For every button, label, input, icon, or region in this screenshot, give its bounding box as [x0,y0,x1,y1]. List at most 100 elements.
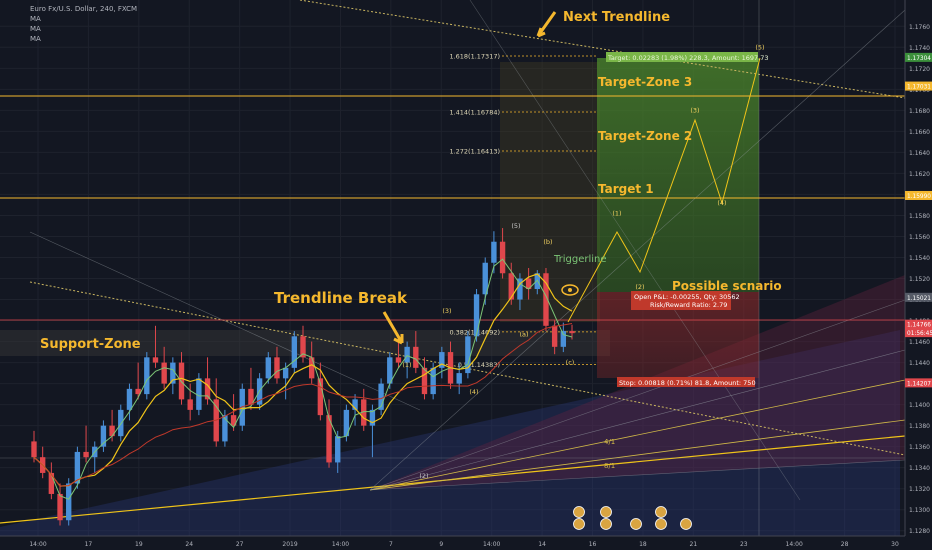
fib-level-label: 1.618(1.17317) [449,53,500,61]
economic-event-icon [600,506,612,518]
diagonal-line-3 [469,0,801,501]
candle-body [282,367,289,379]
x-tick-label: 14:00 [332,541,349,548]
candle-body [48,472,55,494]
candle-body [308,357,315,379]
candle-body [326,415,332,463]
x-tick-label: 9 [439,541,443,548]
wave-label: (5) [511,222,520,230]
candle-body [300,336,306,358]
candle-body [525,278,532,290]
candle-body [100,425,107,447]
event-icons [573,506,692,530]
x-tick-label: 7 [389,541,393,548]
candle-body [439,352,445,368]
economic-event-icon [600,518,612,530]
fan-line-5 [369,459,906,491]
candle-body [465,336,471,374]
candle-body [499,241,506,274]
projected-wave-path [567,57,761,323]
y-tick-label: 1.1640 [909,150,930,157]
wave-label: (5) [755,43,764,51]
fan-line-3 [369,349,906,491]
economic-event-icon [680,518,692,530]
candle-body [265,357,271,379]
y-tick-label: 1.1660 [909,129,930,136]
x-tick-label: 2019 [282,541,297,548]
candle-body [178,362,185,400]
price-label-text: 1.15990 [907,194,931,200]
price-labels: 1.17304 1.17031 1.15990 1.15021 1.14766 01:56… [905,52,932,388]
candle-body [109,425,115,437]
candle-body [118,409,124,437]
wave-label: (b) [543,238,552,246]
candle-body [335,436,341,463]
ma-legend-3[interactable]: MA [30,35,41,43]
candle-body [543,273,549,326]
y-tick-label: 1.1280 [909,528,930,535]
fan-line-1 [369,379,906,491]
candle-body [126,388,133,410]
x-tick-label: 14:00 [786,541,803,548]
y-tick-label: 1.1520 [909,276,930,283]
possible-scenario-label: Possible scnario [672,279,782,293]
price-axis-bg [905,0,932,550]
candle-body [456,373,462,384]
economic-event-icon [655,518,667,530]
wave-label: (1) [402,361,411,369]
wave-label: (4) [469,388,478,396]
position-box-bg [631,291,731,310]
time-axis[interactable]: 14:00 17 19 24 27 2019 14:00 7 9 14:00 14 16 18 21 23 1… [29,541,899,548]
candle-body [343,409,350,437]
target-box-text: Target: 0.02283 (1.98%) 228.3, Amount: 1… [607,54,769,62]
candle-body [517,278,523,300]
chart-header: Euro Fx/U.S. Dollar, 240, FXCM MA MA MA [30,4,137,44]
wave-label: (3) [442,307,451,315]
price-label-bg [905,378,932,388]
fib-zone-box [500,62,600,322]
candle-body [421,367,428,395]
candle-body [352,399,358,410]
trendline-break-arrow-icon [382,311,404,345]
y-tick-label: 1.1620 [909,171,930,178]
economic-event-icon [573,506,585,518]
ma-legend-1[interactable]: MA [30,15,41,23]
candle-body [387,357,393,384]
candle-body [274,357,280,379]
diagonal-line-1 [29,231,421,411]
y-tick-label: 1.1320 [909,486,930,493]
candle-body [317,378,324,416]
fib-level-label: 1.272(1.16413) [449,148,500,156]
position-box-line1: Open P&L: -0.00255, Qty: 30562 [634,293,740,301]
fan-line-4 [369,299,906,491]
x-tick-label: 27 [236,541,244,548]
candle-body [482,262,488,295]
candle-body [74,451,81,484]
ma-legend-2[interactable]: MA [30,25,41,33]
y-tick-label: 1.1360 [909,444,930,451]
price-label-bg [905,81,932,91]
fib-level-label: 1.414(1.16784) [449,109,500,117]
stop-box-text: Stop: 0.00818 (0.71%) 81.8, Amount: 750 [619,379,756,387]
candle-body [161,362,167,384]
fan-line-2 [369,419,906,491]
candle-body [491,241,497,263]
price-label-bg [905,328,932,338]
x-tick-label: 16 [589,541,597,548]
candle-body [248,388,254,405]
y-tick-label: 1.1380 [909,423,930,430]
trendline-break-label: Trendline Break [274,289,408,307]
x-tick-label: 14 [538,541,546,548]
symbol-title[interactable]: Euro Fx/U.S. Dollar, 240, FXCM [30,5,138,13]
ma-fast-line [33,258,573,500]
stop-box-bg [617,377,755,387]
price-label-text: 1.14766 [907,323,931,329]
fan-label-8-1: 8/1 [604,462,615,470]
target-zone-2-label: Target-Zone 2 [598,129,692,143]
wave-label: (2) [635,283,644,291]
economic-event-icon [655,506,667,518]
x-tick-label: 14:00 [483,541,500,548]
y-tick-label: 1.1740 [909,45,930,52]
price-label-text: 1.17031 [907,85,931,91]
